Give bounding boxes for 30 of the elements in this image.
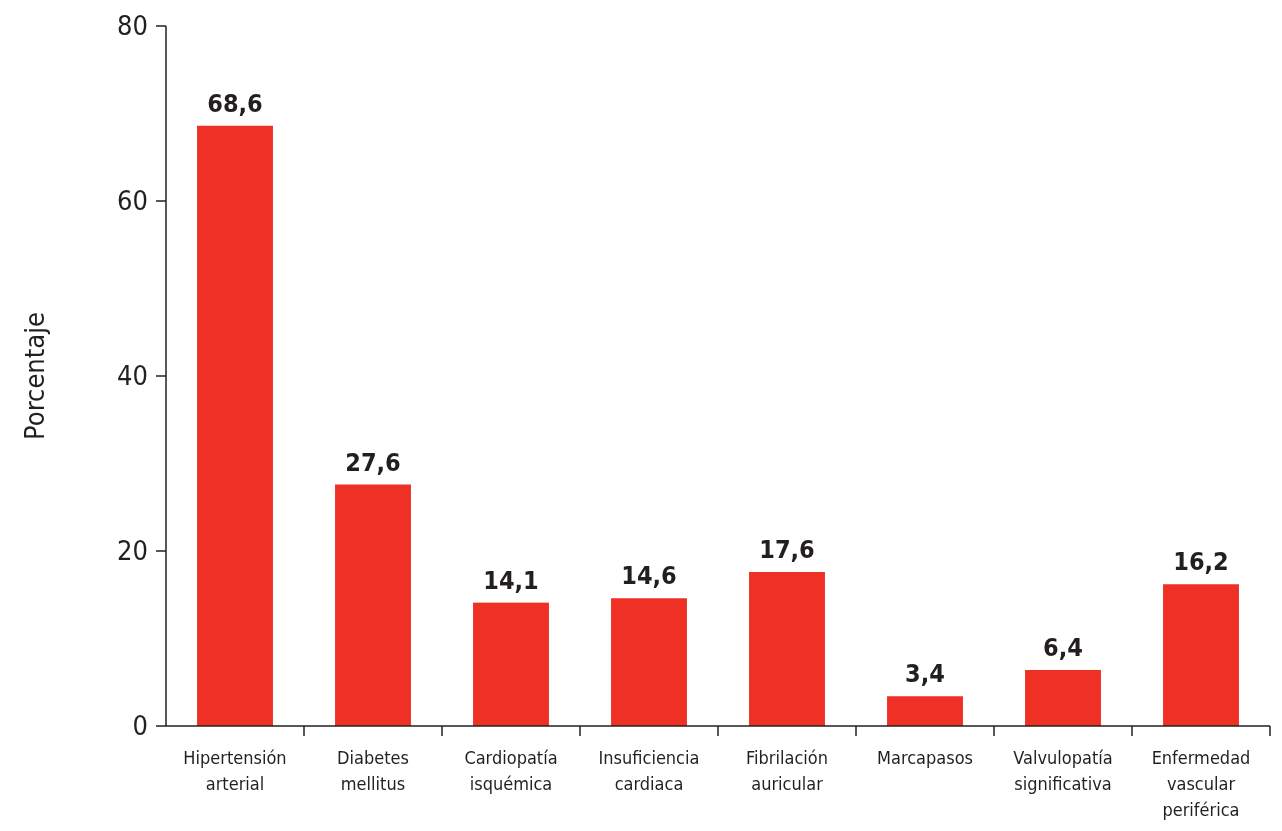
data-label: 3,4 xyxy=(905,659,945,689)
bar xyxy=(749,572,825,726)
bar xyxy=(611,598,687,726)
data-label: 68,6 xyxy=(207,88,263,118)
x-tick-label: Fibrilación auricular xyxy=(746,747,828,794)
data-label: 14,6 xyxy=(621,561,677,591)
x-tick-label: Insuficiencia cardiaca xyxy=(598,747,700,794)
x-tick-label: Cardiopatía isquémica xyxy=(464,747,558,794)
x-tick-label: Hipertensión arterial xyxy=(183,747,287,794)
y-axis-title: Porcentaje xyxy=(19,312,50,440)
bar xyxy=(197,125,273,726)
bar xyxy=(473,602,549,726)
bar xyxy=(335,484,411,726)
y-tick-label: 60 xyxy=(117,185,148,217)
y-tick-label: 20 xyxy=(117,535,148,567)
data-label: 6,4 xyxy=(1043,633,1083,662)
bar xyxy=(1163,584,1239,726)
data-label: 27,6 xyxy=(345,447,401,477)
bar xyxy=(887,696,963,726)
data-label: 17,6 xyxy=(759,535,815,564)
x-tick-label: Valvulopatía significativa xyxy=(1013,747,1113,794)
x-tick-label: Enfermedad vascular periférica xyxy=(1151,747,1251,820)
y-tick-label: 80 xyxy=(117,10,148,42)
y-tick-label: 0 xyxy=(132,710,148,742)
data-label: 14,1 xyxy=(483,565,539,595)
data-label: 16,2 xyxy=(1173,547,1229,577)
y-tick-label: 40 xyxy=(117,360,148,392)
x-tick-label: Marcapasos xyxy=(877,747,973,768)
x-tick-label: Diabetes mellitus xyxy=(337,747,409,794)
bar xyxy=(1025,670,1101,726)
